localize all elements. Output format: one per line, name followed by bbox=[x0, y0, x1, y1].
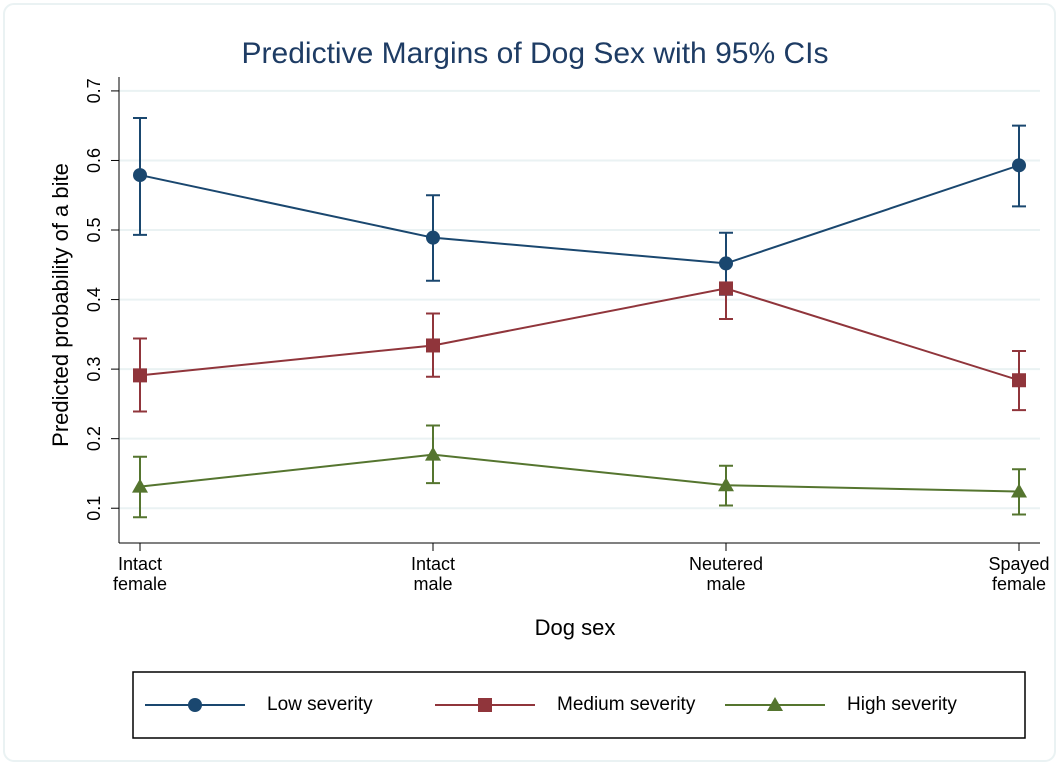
marker bbox=[719, 281, 733, 296]
y-tick-label: 0.5 bbox=[84, 217, 104, 242]
y-axis-label: Predicted probability of a bite bbox=[48, 163, 73, 447]
series-line bbox=[139, 287, 1020, 382]
legend bbox=[132, 671, 1026, 739]
marker bbox=[1012, 158, 1026, 173]
marker bbox=[719, 256, 733, 271]
legend-label: Medium severity bbox=[557, 694, 696, 715]
x-tick-label: female bbox=[992, 574, 1046, 594]
x-axis-label: Dog sex bbox=[535, 615, 616, 640]
y-tick-label: 0.7 bbox=[84, 78, 104, 103]
y-tick-label: 0.6 bbox=[84, 148, 104, 173]
x-tick-label: male bbox=[413, 574, 452, 594]
y-tick-label: 0.3 bbox=[84, 357, 104, 382]
marker bbox=[132, 478, 148, 493]
x-tick-label: female bbox=[113, 574, 167, 594]
y-tick-label: 0.2 bbox=[84, 426, 104, 451]
marker bbox=[478, 698, 492, 712]
frame bbox=[3, 3, 1056, 762]
marker bbox=[1011, 483, 1027, 498]
marker bbox=[426, 230, 440, 245]
y-tick-label: 0.1 bbox=[84, 496, 104, 521]
marker bbox=[426, 338, 440, 353]
marker bbox=[133, 368, 147, 383]
legend-label: Low severity bbox=[267, 694, 373, 715]
legend-label: High severity bbox=[847, 694, 957, 715]
series-line bbox=[139, 164, 1020, 265]
marker bbox=[767, 697, 783, 711]
chart-title: Predictive Margins of Dog Sex with 95% C… bbox=[242, 37, 829, 70]
marker bbox=[1012, 373, 1026, 388]
marker bbox=[133, 168, 147, 183]
x-tick-label: Neutered bbox=[689, 554, 763, 574]
x-tick-label: Spayed bbox=[988, 554, 1049, 574]
y-tick-label: 0.4 bbox=[84, 287, 104, 312]
marker bbox=[188, 698, 202, 712]
series-line bbox=[139, 453, 1020, 493]
marker bbox=[425, 446, 441, 461]
x-tick-label: male bbox=[706, 574, 745, 594]
x-tick-label: Intact bbox=[411, 554, 455, 574]
marker bbox=[718, 477, 734, 492]
x-tick-label: Intact bbox=[118, 554, 162, 574]
